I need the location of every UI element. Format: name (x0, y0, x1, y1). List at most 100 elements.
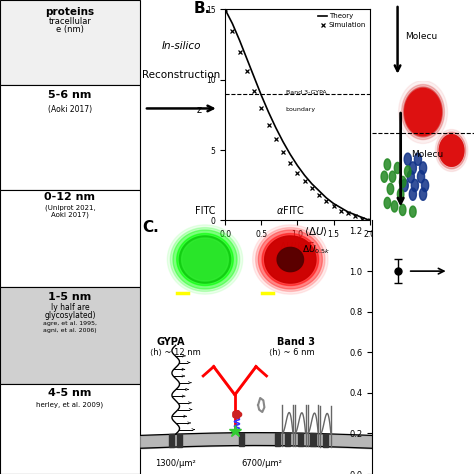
Theory (309, 181, 315, 187)
Text: (Aoki 2017): (Aoki 2017) (48, 105, 92, 114)
X-axis label: $\Delta U/k_{\rm B}T$: $\Delta U/k_{\rm B}T$ (279, 240, 316, 255)
Text: Aoki 2017): Aoki 2017) (51, 212, 89, 219)
Text: (Uniprot 2021,: (Uniprot 2021, (45, 205, 95, 211)
Line: Theory: Theory (225, 9, 370, 220)
Bar (0, 190, 140, 287)
Polygon shape (438, 132, 466, 169)
Simulation (229, 28, 235, 34)
Simulation (237, 49, 242, 55)
Text: Molecu: Molecu (411, 150, 443, 159)
Polygon shape (419, 188, 427, 201)
Theory (258, 92, 264, 98)
Theory (353, 212, 358, 218)
Polygon shape (258, 230, 322, 289)
Theory (302, 173, 308, 178)
Simulation (331, 203, 337, 209)
Circle shape (236, 410, 240, 415)
Circle shape (236, 414, 240, 419)
Polygon shape (397, 189, 404, 200)
Theory (265, 109, 271, 115)
Polygon shape (401, 179, 408, 191)
Polygon shape (407, 171, 414, 183)
Theory (273, 125, 279, 130)
Text: 6700/μm²: 6700/μm² (242, 459, 283, 468)
Theory (280, 139, 286, 145)
Theory (244, 56, 250, 62)
Circle shape (233, 411, 237, 416)
Text: C.: C. (143, 220, 159, 235)
Polygon shape (255, 228, 325, 292)
Simulation (280, 149, 286, 155)
Theory (345, 209, 351, 215)
Bar (274, 433, 280, 446)
Simulation (258, 105, 264, 111)
Polygon shape (404, 166, 411, 177)
Theory (233, 29, 239, 35)
Polygon shape (405, 89, 441, 136)
Simulation (302, 178, 308, 184)
Polygon shape (404, 87, 442, 137)
Text: 5-6 nm: 5-6 nm (48, 90, 91, 100)
Polygon shape (401, 84, 445, 139)
Polygon shape (170, 228, 240, 292)
Polygon shape (409, 162, 417, 174)
Theory (360, 215, 365, 220)
Polygon shape (399, 81, 447, 144)
Bar (0, 0, 140, 85)
Polygon shape (167, 225, 243, 294)
Text: $\alpha$FITC: $\alpha$FITC (276, 203, 305, 216)
Polygon shape (264, 236, 316, 283)
Text: ⟨h⟩ ~ 12 nm: ⟨h⟩ ~ 12 nm (150, 348, 201, 357)
Simulation (251, 88, 257, 94)
Text: ly half are: ly half are (51, 303, 89, 312)
Simulation (345, 210, 351, 216)
Polygon shape (418, 171, 425, 183)
Theory (294, 163, 301, 168)
Polygon shape (400, 204, 406, 216)
Polygon shape (391, 201, 398, 212)
Text: herley, et al. 2009): herley, et al. 2009) (36, 401, 103, 408)
Text: FITC: FITC (195, 206, 215, 216)
Text: e (nm): e (nm) (56, 25, 84, 34)
Simulation (244, 69, 250, 74)
Bar (298, 433, 303, 446)
Text: 4-5 nm: 4-5 nm (48, 388, 91, 398)
Simulation (273, 136, 279, 142)
Circle shape (238, 412, 242, 417)
Polygon shape (384, 159, 391, 170)
Polygon shape (410, 206, 416, 217)
Polygon shape (439, 135, 464, 166)
Text: B.: B. (193, 1, 210, 16)
Polygon shape (394, 163, 401, 173)
Simulation (309, 185, 315, 191)
Polygon shape (253, 225, 328, 294)
Text: 0-12 nm: 0-12 nm (45, 192, 95, 202)
Simulation (338, 208, 344, 213)
Polygon shape (419, 162, 427, 174)
Simulation (265, 122, 271, 128)
Text: agni, et al. 2006): agni, et al. 2006) (43, 328, 97, 333)
Text: tracellular: tracellular (48, 17, 91, 26)
Polygon shape (387, 183, 394, 194)
Bar (285, 433, 290, 446)
Text: glycosylated): glycosylated) (44, 311, 96, 320)
Text: Band 3: Band 3 (277, 337, 315, 347)
Text: proteins: proteins (46, 7, 94, 17)
Polygon shape (384, 197, 391, 209)
Theory (367, 218, 373, 223)
Simulation (353, 213, 358, 219)
Polygon shape (439, 135, 464, 166)
Bar (169, 434, 174, 447)
Text: agre, et al. 1995,: agre, et al. 1995, (43, 321, 97, 327)
Circle shape (233, 413, 237, 418)
Text: 1-5 nm: 1-5 nm (48, 292, 91, 301)
Theory (338, 205, 344, 210)
Polygon shape (381, 171, 388, 182)
Theory (226, 14, 232, 19)
Bar (238, 433, 244, 446)
Text: $\langle\Delta U\rangle$: $\langle\Delta U\rangle$ (304, 225, 328, 238)
Polygon shape (421, 179, 428, 191)
Polygon shape (404, 153, 411, 165)
Line: Simulation: Simulation (223, 7, 372, 223)
Polygon shape (173, 230, 237, 289)
